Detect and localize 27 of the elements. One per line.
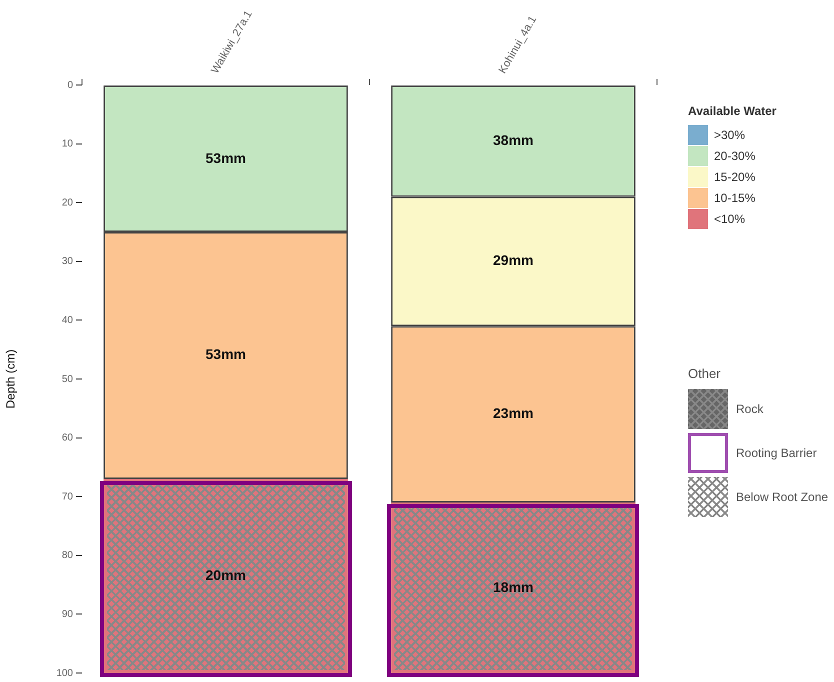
y-tick-label: 80 xyxy=(62,550,74,562)
legend-label: 10-15% xyxy=(714,190,756,204)
annotation: 23mm xyxy=(492,405,534,422)
text: Below Root Zone xyxy=(736,490,828,504)
y-tick-label: 0 xyxy=(67,80,74,91)
text: Rock xyxy=(736,402,764,416)
legend-label: 20-30% xyxy=(714,148,756,162)
annotation: 53mm xyxy=(204,150,247,166)
text: Other xyxy=(688,366,722,381)
annotation: 53mm xyxy=(204,346,247,362)
y-tick-label: 70 xyxy=(62,491,74,502)
y-tick-label: 60 xyxy=(62,432,74,444)
y-tick-label: 50 xyxy=(62,374,74,385)
y-axis-title: Depth (cm) xyxy=(4,349,18,409)
annotation: 29mm xyxy=(492,252,534,268)
legend-title: Available Water xyxy=(688,104,776,118)
y-tick-label: 20 xyxy=(62,197,74,208)
legend-label: 15-20% xyxy=(714,170,756,184)
y-tick-label: 90 xyxy=(62,608,74,620)
y-tick-label: 10 xyxy=(62,138,74,150)
y-tick-label: 30 xyxy=(62,256,74,268)
legend-label: <10% xyxy=(714,212,746,226)
text: Rooting Barrier xyxy=(736,446,817,460)
y-tick-label: 40 xyxy=(62,314,74,326)
legend-label: >30% xyxy=(714,128,746,142)
y-tick-label: 100 xyxy=(56,668,74,679)
annotation: 38mm xyxy=(492,132,534,148)
